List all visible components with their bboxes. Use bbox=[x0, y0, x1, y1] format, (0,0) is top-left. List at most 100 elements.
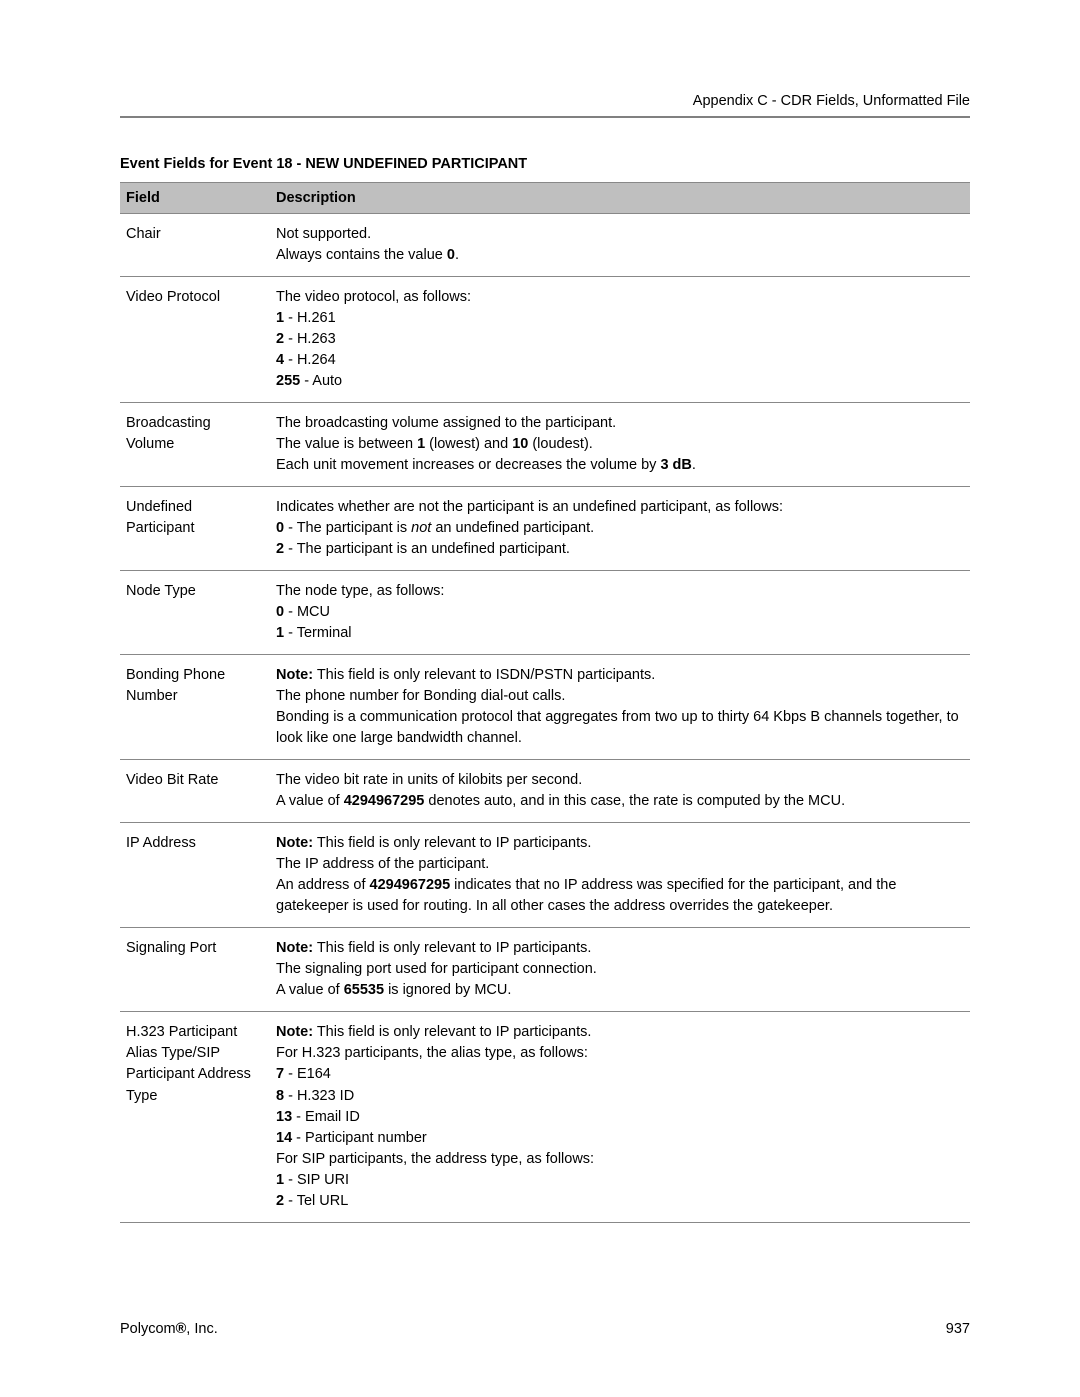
text-segment: This field is only relevant to IP partic… bbox=[313, 835, 591, 851]
description-line: Note: This field is only relevant to IP … bbox=[276, 1022, 962, 1043]
description-line: The phone number for Bonding dial-out ca… bbox=[276, 686, 962, 707]
table-row: H.323 Participant Alias Type/SIP Partici… bbox=[120, 1012, 970, 1222]
description-line: 1 - SIP URI bbox=[276, 1170, 962, 1191]
text-segment: Always contains the value bbox=[276, 247, 447, 263]
text-segment: - H.323 ID bbox=[284, 1088, 354, 1104]
text-segment: For H.323 participants, the alias type, … bbox=[276, 1045, 588, 1061]
table-row: Node Type The node type, as follows: 0 - M… bbox=[120, 571, 970, 655]
table-row: Signaling PortNote: This field is only r… bbox=[120, 928, 970, 1012]
text-segment: This field is only relevant to ISDN/PSTN… bbox=[313, 667, 655, 683]
description-line: The video bit rate in units of kilobits … bbox=[276, 770, 962, 791]
description-line: The node type, as follows: bbox=[276, 581, 962, 602]
text-segment: The IP address of the participant. bbox=[276, 856, 489, 872]
field-cell: Undefined Participant bbox=[120, 487, 270, 571]
text-segment: - Email ID bbox=[292, 1109, 360, 1125]
table-row: Video ProtocolThe video protocol, as fol… bbox=[120, 277, 970, 403]
text-segment: Bonding is a communication protocol that… bbox=[276, 709, 959, 746]
description-cell: Indicates whether are not the participan… bbox=[270, 487, 970, 571]
text-segment: 3 dB bbox=[660, 457, 691, 473]
description-line: The broadcasting volume assigned to the … bbox=[276, 413, 962, 434]
table-title-prefix: Event Fields for Event 18 - bbox=[120, 156, 305, 172]
description-line: Bonding is a communication protocol that… bbox=[276, 707, 962, 749]
text-segment: 4294967295 bbox=[370, 877, 451, 893]
description-cell: Note: This field is only relevant to IP … bbox=[270, 928, 970, 1012]
text-segment: The signaling port used for participant … bbox=[276, 961, 597, 977]
description-line: Not supported. bbox=[276, 224, 962, 245]
description-line: 1 - H.261 bbox=[276, 308, 962, 329]
text-segment: The node type, as follows: bbox=[276, 583, 444, 599]
page-footer: Polycom®, Inc. 937 bbox=[120, 1321, 970, 1337]
text-segment: 65535 bbox=[344, 982, 384, 998]
text-segment: 1 bbox=[417, 436, 425, 452]
text-segment: 4 bbox=[276, 352, 284, 368]
field-cell: Signaling Port bbox=[120, 928, 270, 1012]
text-segment: Note: bbox=[276, 940, 313, 956]
fields-table: Field Description ChairNot supported.Alw… bbox=[120, 182, 970, 1223]
text-segment: not bbox=[411, 520, 431, 536]
page-header: Appendix C - CDR Fields, Unformatted Fil… bbox=[120, 92, 970, 118]
table-title-suffix: NEW UNDEFINED PARTICIPANT bbox=[305, 156, 527, 172]
description-line: An address of 4294967295 indicates that … bbox=[276, 875, 962, 917]
description-line: 8 - H.323 ID bbox=[276, 1086, 962, 1107]
text-segment: The value is between bbox=[276, 436, 417, 452]
text-segment: 255 bbox=[276, 373, 300, 389]
description-cell: The broadcasting volume assigned to the … bbox=[270, 403, 970, 487]
footer-company: Polycom®, Inc. bbox=[120, 1321, 218, 1337]
text-segment: - SIP URI bbox=[284, 1172, 349, 1188]
text-segment: - H.263 bbox=[284, 331, 336, 347]
column-header-field: Field bbox=[120, 183, 270, 214]
description-line: 0 - MCU bbox=[276, 602, 962, 623]
text-segment: . bbox=[455, 247, 459, 263]
text-segment: Each unit movement increases or decrease… bbox=[276, 457, 660, 473]
breadcrumb: Appendix C - CDR Fields, Unformatted Fil… bbox=[693, 93, 970, 109]
description-line: 2 - H.263 bbox=[276, 329, 962, 350]
description-line: 7 - E164 bbox=[276, 1064, 962, 1085]
text-segment: An address of bbox=[276, 877, 370, 893]
registered-icon: ® bbox=[176, 1321, 187, 1337]
description-cell: The node type, as follows:0 - MCU1 - Ter… bbox=[270, 571, 970, 655]
description-line: 255 - Auto bbox=[276, 371, 962, 392]
footer-company-prefix: Polycom bbox=[120, 1321, 176, 1337]
text-segment: - The participant is an undefined partic… bbox=[284, 541, 570, 557]
description-line: 2 - The participant is an undefined part… bbox=[276, 539, 962, 560]
text-segment: Note: bbox=[276, 667, 313, 683]
description-cell: The video bit rate in units of kilobits … bbox=[270, 760, 970, 823]
footer-company-suffix: , Inc. bbox=[186, 1321, 217, 1337]
text-segment: This field is only relevant to IP partic… bbox=[313, 940, 591, 956]
table-row: IP AddressNote: This field is only relev… bbox=[120, 823, 970, 928]
text-segment: For SIP participants, the address type, … bbox=[276, 1151, 594, 1167]
text-segment: This field is only relevant to IP partic… bbox=[313, 1024, 591, 1040]
text-segment: 7 bbox=[276, 1066, 284, 1082]
text-segment: 0 bbox=[447, 247, 455, 263]
description-line: Note: This field is only relevant to IP … bbox=[276, 833, 962, 854]
text-segment: 0 bbox=[276, 520, 284, 536]
text-segment: 2 bbox=[276, 331, 284, 347]
description-line: 2 - Tel URL bbox=[276, 1191, 962, 1212]
text-segment: Not supported. bbox=[276, 226, 371, 242]
text-segment: A value of bbox=[276, 982, 344, 998]
document-page: Appendix C - CDR Fields, Unformatted Fil… bbox=[0, 0, 1080, 1263]
table-body: ChairNot supported.Always contains the v… bbox=[120, 214, 970, 1223]
text-segment: 0 bbox=[276, 604, 284, 620]
description-line: The signaling port used for participant … bbox=[276, 959, 962, 980]
text-segment: - The participant is bbox=[284, 520, 411, 536]
description-line: Each unit movement increases or decrease… bbox=[276, 455, 962, 476]
description-cell: Note: This field is only relevant to IP … bbox=[270, 823, 970, 928]
text-segment: 1 bbox=[276, 310, 284, 326]
field-cell: Video Protocol bbox=[120, 277, 270, 403]
field-cell: Node Type bbox=[120, 571, 270, 655]
text-segment: The broadcasting volume assigned to the … bbox=[276, 415, 616, 431]
text-segment: 8 bbox=[276, 1088, 284, 1104]
description-cell: The video protocol, as follows:1 - H.261… bbox=[270, 277, 970, 403]
text-segment: - H.264 bbox=[284, 352, 336, 368]
text-segment: - MCU bbox=[284, 604, 330, 620]
description-line: Always contains the value 0. bbox=[276, 245, 962, 266]
page-number: 937 bbox=[946, 1321, 970, 1337]
text-segment: an undefined participant. bbox=[431, 520, 594, 536]
field-cell: H.323 Participant Alias Type/SIP Partici… bbox=[120, 1012, 270, 1222]
description-cell: Note: This field is only relevant to ISD… bbox=[270, 655, 970, 760]
text-segment: . bbox=[692, 457, 696, 473]
description-cell: Not supported. Always contains the value … bbox=[270, 214, 970, 277]
description-line: 0 - The participant is not an undefined … bbox=[276, 518, 962, 539]
text-segment: is ignored by MCU. bbox=[384, 982, 511, 998]
